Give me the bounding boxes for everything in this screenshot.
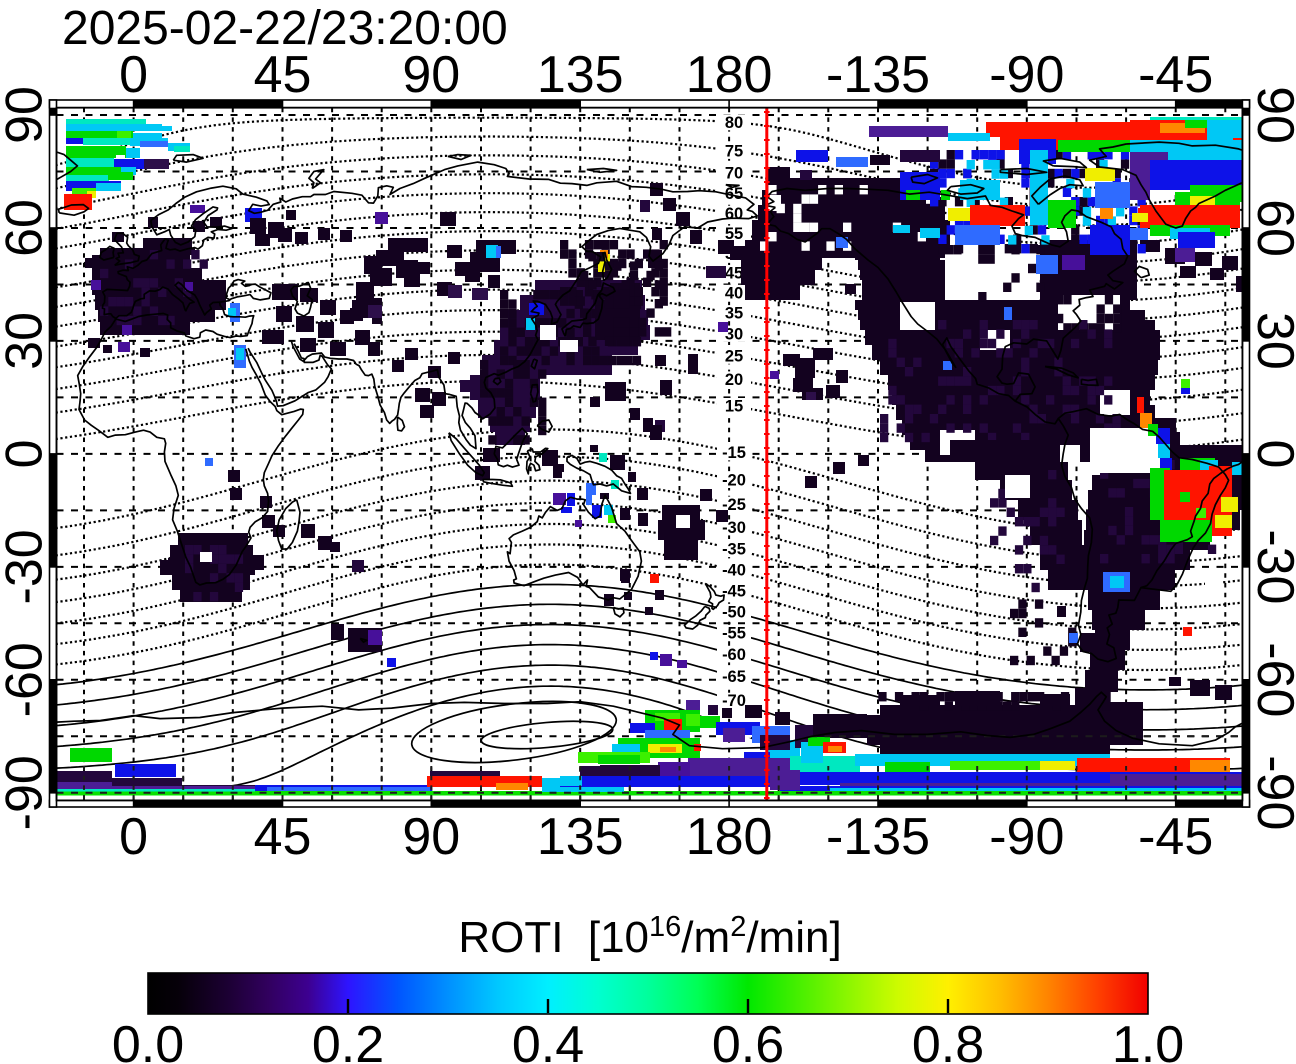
svg-text:-60: -60	[0, 642, 54, 717]
svg-text:60: 60	[0, 199, 54, 257]
svg-text:90: 90	[402, 46, 460, 104]
svg-text:60: 60	[725, 205, 743, 223]
svg-text:-40: -40	[722, 562, 746, 580]
svg-text:45: 45	[254, 46, 312, 104]
svg-text:45: 45	[725, 265, 743, 283]
svg-text:-90: -90	[989, 46, 1064, 104]
svg-text:-70: -70	[722, 692, 746, 710]
svg-text:15: 15	[725, 398, 743, 416]
svg-text:-45: -45	[1138, 46, 1213, 104]
svg-text:30: 30	[1246, 312, 1296, 370]
svg-text:30: 30	[0, 312, 54, 370]
svg-text:-15: -15	[722, 444, 746, 462]
svg-text:-135: -135	[826, 46, 930, 104]
svg-text:-25: -25	[722, 496, 746, 514]
svg-text:-55: -55	[722, 624, 746, 642]
svg-text:0.6: 0.6	[712, 1016, 784, 1064]
svg-text:-50: -50	[722, 603, 746, 621]
svg-text:-60: -60	[1246, 642, 1296, 717]
svg-text:1.0: 1.0	[1112, 1016, 1184, 1064]
svg-text:0.4: 0.4	[512, 1016, 584, 1064]
svg-text:90: 90	[402, 808, 460, 866]
svg-text:-20: -20	[722, 472, 746, 490]
svg-text:75: 75	[725, 142, 743, 160]
svg-text:-30: -30	[1246, 529, 1296, 604]
svg-text:-65: -65	[722, 668, 746, 686]
svg-text:20: 20	[725, 371, 743, 389]
svg-text:135: 135	[537, 46, 624, 104]
svg-text:80: 80	[725, 114, 743, 132]
svg-text:180: 180	[686, 46, 773, 104]
svg-text:0: 0	[119, 808, 148, 866]
svg-text:70: 70	[725, 165, 743, 183]
svg-text:60: 60	[1246, 199, 1296, 257]
svg-text:45: 45	[254, 808, 312, 866]
svg-text:0.8: 0.8	[912, 1016, 984, 1064]
svg-text:-90: -90	[1246, 755, 1296, 830]
svg-text:180: 180	[686, 808, 773, 866]
svg-text:35: 35	[725, 305, 743, 323]
svg-text:-45: -45	[722, 583, 746, 601]
svg-text:0: 0	[0, 439, 54, 468]
svg-text:0.0: 0.0	[112, 1016, 184, 1064]
svg-text:-35: -35	[722, 541, 746, 559]
svg-text:30: 30	[725, 325, 743, 343]
svg-text:90: 90	[0, 86, 54, 144]
svg-text:0.2: 0.2	[312, 1016, 384, 1064]
svg-text:40: 40	[725, 284, 743, 302]
svg-text:25: 25	[725, 347, 743, 365]
svg-text:-135: -135	[826, 808, 930, 866]
svg-text:-30: -30	[0, 529, 54, 604]
svg-text:2025-02-22/23:20:00: 2025-02-22/23:20:00	[62, 2, 508, 55]
svg-text:90: 90	[1246, 86, 1296, 144]
svg-text:-30: -30	[722, 519, 746, 537]
svg-text:-90: -90	[0, 755, 54, 830]
svg-text:65: 65	[725, 185, 743, 203]
svg-text:0: 0	[1246, 439, 1296, 468]
svg-text:55: 55	[725, 225, 743, 243]
svg-text:-60: -60	[722, 646, 746, 664]
svg-text:0: 0	[119, 46, 148, 104]
svg-text:-90: -90	[989, 808, 1064, 866]
svg-text:135: 135	[537, 808, 624, 866]
svg-text:-45: -45	[1138, 808, 1213, 866]
